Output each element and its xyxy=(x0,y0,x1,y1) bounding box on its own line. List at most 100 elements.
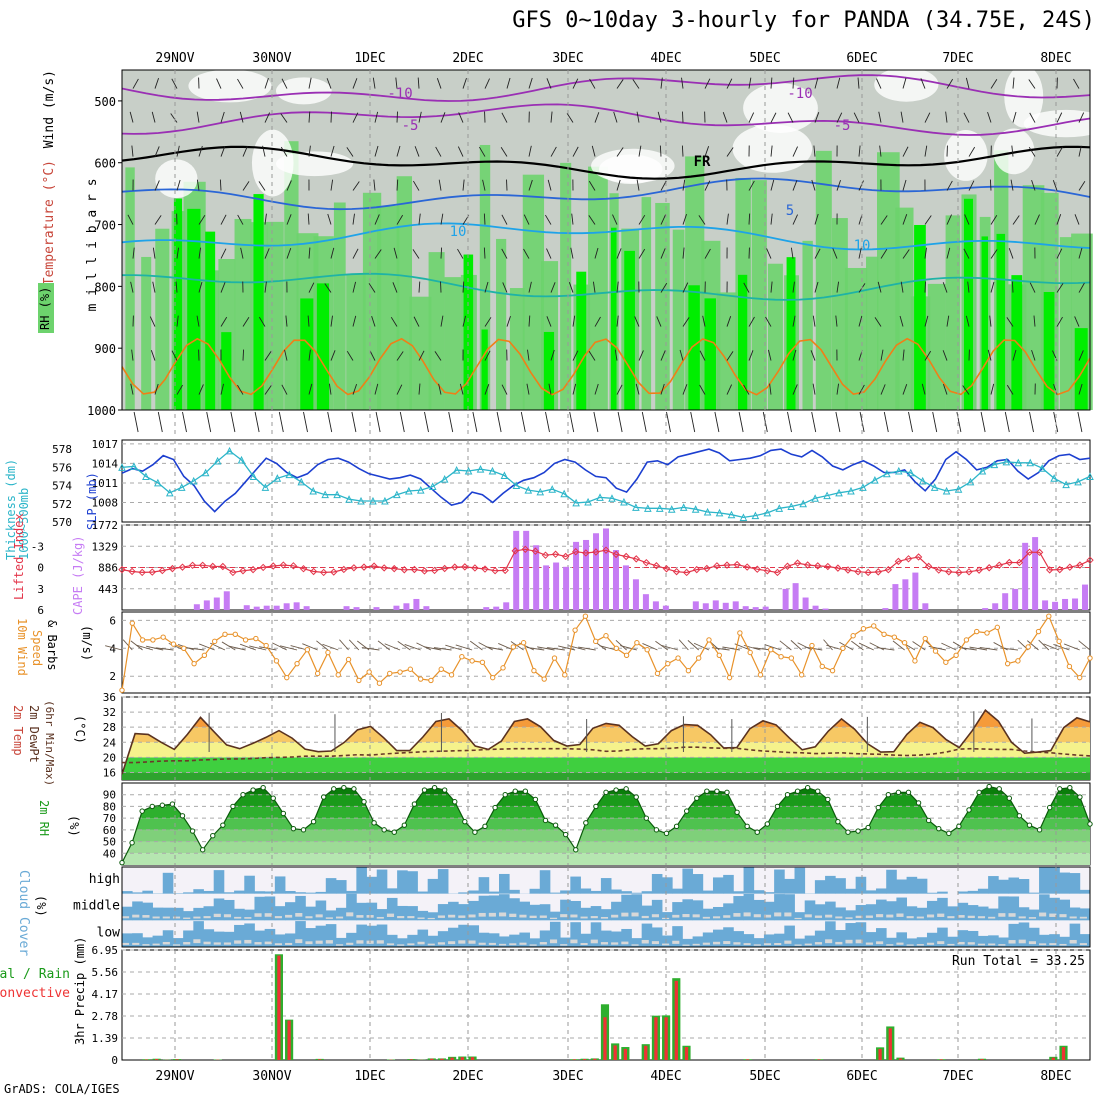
cloud-high-bar xyxy=(458,892,469,894)
cloud-gap xyxy=(152,916,160,919)
cloud-gap xyxy=(926,914,935,918)
upper-wind-barb xyxy=(924,281,926,293)
rh-plume xyxy=(716,292,738,410)
thickness-marker xyxy=(225,446,234,455)
li-marker xyxy=(682,568,691,577)
cloud-gap xyxy=(295,939,303,944)
cloud-gap xyxy=(305,916,313,919)
cloud-gap xyxy=(1039,943,1047,946)
cloud-gap xyxy=(519,914,527,918)
upper-wind-barb xyxy=(877,281,882,293)
cloud-high-bar xyxy=(397,870,408,894)
cape-bar xyxy=(583,539,590,610)
thickness-marker xyxy=(154,478,162,487)
cloud-gap xyxy=(346,942,354,945)
cloud-gap xyxy=(621,912,629,917)
upper-wind-barb xyxy=(482,179,486,191)
upper-wind-barb xyxy=(964,214,970,225)
upper-wind-barb xyxy=(239,111,244,123)
rh-marker xyxy=(724,789,730,796)
rh-dry-patch xyxy=(275,151,354,177)
thickness-marker xyxy=(452,465,461,474)
upper-wind-barb xyxy=(1011,145,1014,157)
rh-marker xyxy=(562,831,569,838)
cloud-low-bar xyxy=(611,931,622,947)
cloud-gap xyxy=(223,914,232,918)
cloud-middle-bar xyxy=(621,894,632,921)
upper-wind-barb xyxy=(656,316,662,327)
cloud-low-bar xyxy=(865,932,877,947)
upper-wind-barb xyxy=(704,180,711,191)
cloud-low-bar xyxy=(509,934,520,947)
cloud-low-bar xyxy=(427,935,439,947)
li-marker xyxy=(965,568,973,576)
li-marker xyxy=(723,561,731,569)
cloud-high-bar xyxy=(692,874,704,894)
wind-marker xyxy=(840,645,846,652)
upper-wind-barb xyxy=(307,315,310,327)
wind-barb xyxy=(537,646,555,651)
upper-wind-barb xyxy=(308,349,311,361)
cloud-high-bar xyxy=(183,892,194,894)
upper-wind-barb xyxy=(392,282,398,293)
cape-bar xyxy=(1012,588,1019,610)
rh-marker xyxy=(845,829,851,835)
rh-plume-high xyxy=(463,254,474,410)
upper-wind-barb xyxy=(219,179,222,191)
rh-marker xyxy=(210,833,216,839)
wind-marker xyxy=(304,647,311,653)
upper-wind-barb xyxy=(458,112,464,123)
temp-band xyxy=(122,772,1090,780)
surface-wind-barb xyxy=(593,411,599,433)
li-marker xyxy=(350,564,358,572)
cloud-low-bar xyxy=(570,922,581,947)
upper-wind-barb xyxy=(286,248,292,259)
upper-wind-barb xyxy=(176,145,180,157)
cloud-gap xyxy=(712,916,721,919)
label-slp: SLP (mb) xyxy=(85,472,99,530)
cloud-high-bar xyxy=(132,892,143,894)
li-marker xyxy=(793,559,802,567)
surface-wind-barb xyxy=(545,411,550,433)
upper-wind-barb xyxy=(682,384,688,395)
cloud-middle-bar xyxy=(539,904,551,921)
li-marker xyxy=(178,563,187,571)
cloud-high-bar xyxy=(122,891,133,894)
rh-plume-high xyxy=(963,198,974,410)
x-tick-top-8DEC: 8DEC xyxy=(1040,51,1071,66)
cloud-gap xyxy=(763,943,772,946)
precip-convective-bar xyxy=(430,1058,434,1060)
upper-wind-barb xyxy=(989,179,992,191)
y-tick-precip-0: 0 xyxy=(111,1054,118,1067)
y-tick-slp-1008: 1008 xyxy=(92,496,119,509)
upper-wind-barb xyxy=(726,316,732,327)
cloud-high-bar xyxy=(234,890,245,894)
cloud-middle-bar xyxy=(916,907,928,921)
upper-wind-barb xyxy=(902,179,907,191)
wind-barb xyxy=(445,644,462,651)
cloud-middle-bar xyxy=(825,901,836,921)
li-marker xyxy=(753,565,761,573)
upper-wind-barb xyxy=(902,249,910,259)
wind-marker xyxy=(500,665,506,671)
rh-band xyxy=(122,841,1090,854)
upper-wind-barb xyxy=(902,146,909,157)
li-marker xyxy=(128,567,136,576)
wind-barb xyxy=(779,640,792,651)
cape-bar xyxy=(423,606,430,610)
cloud-high-bar xyxy=(662,877,673,894)
precip-convective-bar xyxy=(1051,1057,1055,1060)
upper-wind-barb xyxy=(501,384,508,395)
cape-bar xyxy=(593,533,600,610)
upper-wind-barb xyxy=(682,111,684,123)
cloud-low-bar xyxy=(712,929,724,947)
thickness-marker xyxy=(1050,474,1058,482)
cape-bar xyxy=(1042,600,1049,610)
rh-marker xyxy=(673,823,680,830)
surface-wind-barb xyxy=(1029,411,1034,433)
wind-barb xyxy=(433,647,452,651)
cloud-middle-bar xyxy=(937,897,948,921)
wind-marker xyxy=(325,649,331,656)
upper-wind-barb xyxy=(374,111,379,123)
cloud-high-bar xyxy=(499,873,510,894)
